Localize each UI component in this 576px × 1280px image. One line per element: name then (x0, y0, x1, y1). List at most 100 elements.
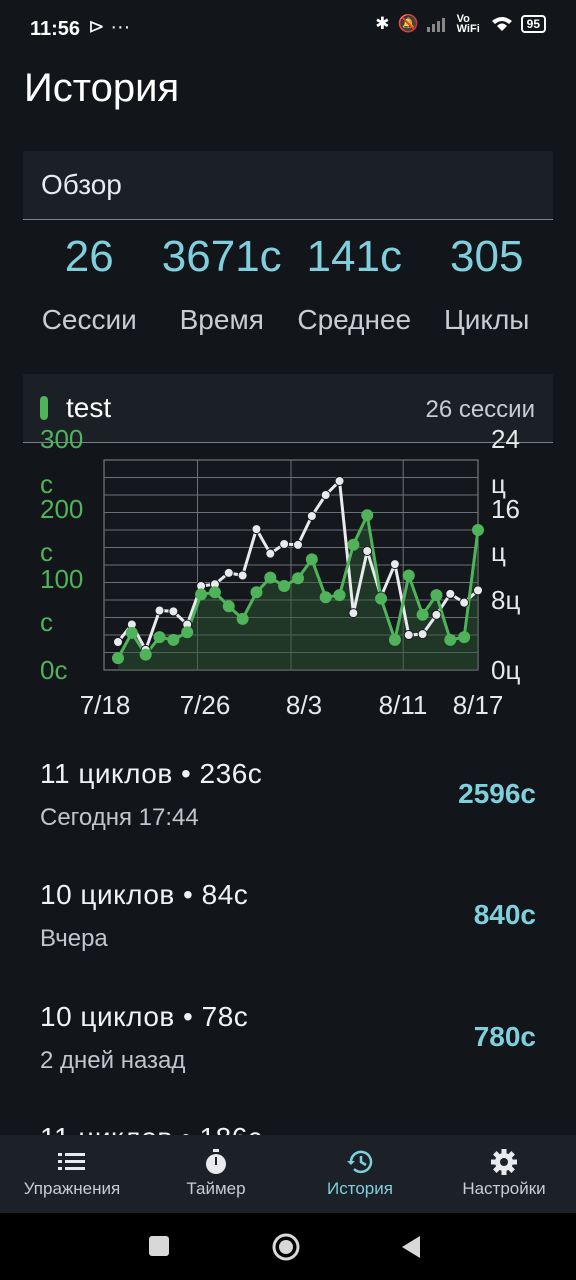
nav-label: Настройки (462, 1179, 546, 1198)
stat-value: 3671с (161, 232, 282, 281)
back-button[interactable] (400, 1235, 422, 1259)
history-item[interactable]: 11 циклов • 236с Сегодня 17:44 2596с (0, 750, 576, 860)
stat-label: Время (179, 304, 264, 335)
data-point-time (208, 586, 221, 599)
data-point-time (236, 612, 249, 625)
data-point-cycles (306, 511, 317, 521)
data-point-time (112, 652, 124, 665)
data-point-time (153, 631, 166, 644)
overview-stats: 26 Сессии 3671с Время 141с Среднее 305 Ц… (23, 228, 553, 338)
battery-icon: 95 (520, 15, 546, 33)
stat-sessions: 26 Сессии (23, 228, 156, 338)
data-point-cycles (445, 588, 456, 599)
data-point-cycles (237, 570, 248, 581)
y-axis-left-label: 0с (40, 655, 67, 685)
signal-icon (426, 18, 445, 32)
stat-label: Среднее (297, 304, 412, 335)
x-axis-label: 7/26 (180, 690, 231, 720)
history-item-total: 840с (473, 899, 536, 930)
data-point-time (278, 580, 291, 592)
stat-cycles: 305 Циклы (421, 228, 554, 338)
nav-timer[interactable]: Таймер (144, 1135, 288, 1213)
data-point-cycles (334, 476, 345, 486)
system-nav-bar (0, 1213, 576, 1280)
history-item[interactable]: 10 циклов • 78с 2 дней назад 780с (0, 993, 576, 1103)
data-point-time (292, 572, 304, 585)
overview-card: Обзор (23, 151, 553, 220)
y-axis-right-label: ц (491, 537, 506, 567)
data-point-cycles (251, 524, 262, 535)
nav-exercises[interactable]: Упражнения (0, 1135, 144, 1213)
nav-settings[interactable]: Настройки (432, 1135, 576, 1213)
data-point-time (416, 608, 429, 621)
nav-label: История (327, 1179, 393, 1198)
data-point-time (375, 592, 388, 605)
x-axis-label: 8/3 (286, 690, 322, 720)
exercise-header[interactable]: test 26 сессии (23, 374, 553, 443)
nav-label: Таймер (186, 1179, 246, 1198)
wifi-icon (491, 17, 512, 31)
data-point-time (347, 538, 360, 551)
nav-label: Упражнения (23, 1179, 121, 1198)
data-point-cycles (113, 637, 123, 647)
history-item-total: 2596с (458, 778, 536, 809)
data-point-time (458, 631, 471, 644)
data-point-time (472, 524, 484, 536)
data-point-cycles (154, 605, 165, 616)
home-button[interactable] (271, 1232, 301, 1262)
y-axis-right-label: ц (491, 469, 506, 499)
history-item-date: Сегодня 17:44 (40, 804, 199, 831)
data-point-cycles (279, 539, 290, 549)
data-point-cycles (168, 606, 179, 617)
x-axis-label: 8/11 (379, 690, 428, 720)
history-item-title: 10 циклов • 78с (40, 1001, 249, 1032)
data-point-time (388, 633, 401, 646)
stat-average: 141с Среднее (288, 228, 421, 338)
data-point-cycles (362, 546, 373, 556)
y-axis-left-label: с (40, 607, 53, 637)
data-point-cycles (265, 548, 276, 559)
data-point-time (402, 569, 415, 582)
y-axis-left-label: 100 (40, 564, 83, 594)
data-point-time (222, 600, 235, 613)
data-point-time (264, 571, 277, 584)
data-point-time (319, 591, 332, 604)
stat-time: 3671с Время (156, 228, 289, 338)
data-point-time (139, 648, 152, 661)
y-axis-right-label: 16 (491, 494, 520, 524)
data-point-time (430, 589, 443, 602)
history-item-date: 2 дней назад (40, 1047, 186, 1074)
data-point-time (361, 509, 374, 522)
stat-label: Сессии (41, 304, 137, 335)
y-axis-left-label: с (40, 469, 53, 499)
data-point-time (195, 588, 208, 601)
history-icon (347, 1150, 373, 1174)
overview-title: Обзор (41, 169, 122, 200)
x-axis-label: 7/18 (80, 690, 131, 720)
data-point-time (333, 589, 346, 602)
status-time: 11:56 (30, 18, 81, 40)
data-point-cycles (473, 585, 483, 596)
stopwatch-icon (206, 1149, 226, 1174)
status-bar: 11:56 ⊳ ··· ✱ 🔕 Vo WiFi 95 (0, 0, 576, 58)
notification-icons: ⊳ ··· (88, 16, 131, 38)
vowifi-label: Vo WiFi (456, 13, 480, 35)
history-item[interactable]: 10 циклов • 84с Вчера 840с (0, 871, 576, 981)
data-point-time (250, 586, 263, 599)
data-point-cycles (417, 629, 428, 640)
x-axis-label: 8/17 (453, 690, 504, 720)
data-point-cycles (348, 608, 359, 619)
stat-value: 141с (306, 232, 402, 281)
exercise-sessions-count: 26 сессии (425, 396, 535, 423)
data-point-cycles (389, 559, 400, 570)
mute-icon: 🔕 (397, 14, 419, 33)
exercise-color-dot (40, 396, 48, 420)
recent-apps-button[interactable] (148, 1235, 170, 1257)
history-item-title: 10 циклов • 84с (40, 879, 249, 910)
series-area (118, 515, 478, 670)
data-point-time (444, 633, 457, 646)
nav-history[interactable]: История (288, 1135, 432, 1213)
data-point-time (125, 626, 138, 639)
y-axis-right-label: 0ц (491, 655, 520, 685)
